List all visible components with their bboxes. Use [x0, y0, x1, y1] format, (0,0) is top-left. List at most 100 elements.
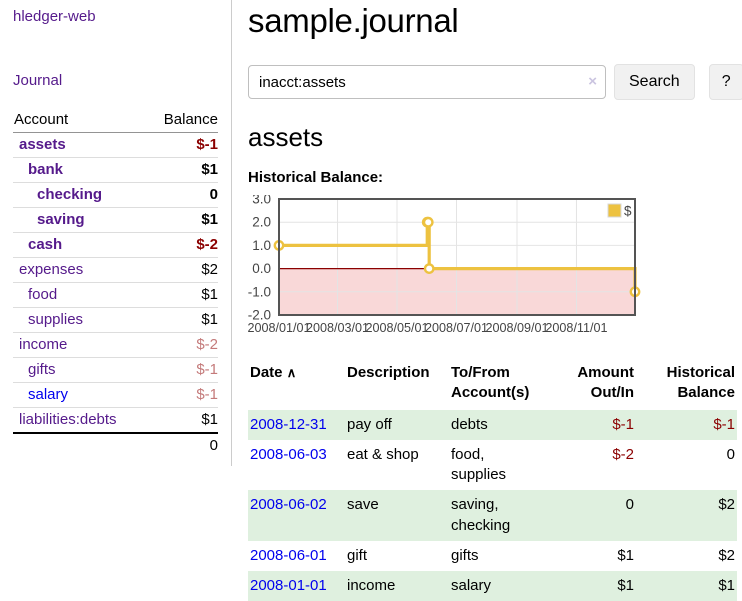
account-name-cell: saving [13, 207, 147, 233]
account-name-cell: income [13, 332, 147, 358]
svg-text:2008/09/01: 2008/09/01 [485, 321, 548, 335]
account-row: cash $-2 [13, 232, 218, 258]
svg-text:2008/05/01: 2008/05/01 [366, 321, 429, 335]
page-title: sample.journal [248, 2, 459, 39]
sidebar-account-saving[interactable]: saving [37, 211, 85, 228]
svg-text:2.0: 2.0 [252, 215, 271, 230]
sidebar-account-liabilities-debts[interactable]: liabilities:debts [19, 411, 117, 428]
sidebar-account-expenses[interactable]: expenses [19, 261, 84, 278]
register-header-amount: Amount Out/In [577, 364, 634, 402]
account-balance: $1 [146, 407, 218, 433]
sidebar-item-journal[interactable]: Journal [13, 72, 63, 89]
register-header-date[interactable]: Date ∧ [250, 364, 297, 381]
register-description-cell: save [345, 490, 449, 541]
account-row: food $1 [13, 282, 218, 308]
account-balance: $1 [146, 157, 218, 183]
app-brand-link[interactable]: hledger-web [13, 8, 96, 25]
account-row: income $-2 [13, 332, 218, 358]
clear-search-icon[interactable]: × [588, 73, 597, 90]
register-row: 2008-06-03 eat & shop food, supplies $-2 0 [248, 440, 737, 491]
transaction-date-link[interactable]: 2008-06-02 [250, 496, 327, 514]
svg-text:$: $ [624, 204, 632, 219]
account-row: saving $1 [13, 207, 218, 233]
account-row: assets $-1 [13, 133, 218, 158]
register-description-cell: pay off [345, 409, 449, 440]
svg-text:2008/07/01: 2008/07/01 [425, 321, 488, 335]
register-balance-cell: $2 [636, 490, 737, 541]
register-table: Date ∧ Description To/From Account(s) Am… [248, 359, 737, 601]
account-balance: $-1 [146, 382, 218, 408]
transaction-date-link[interactable]: 2008-01-01 [250, 577, 327, 594]
register-balance-cell: 0 [726, 445, 735, 463]
sort-ascending-icon: ∧ [286, 365, 297, 380]
register-description-cell: eat & shop [347, 445, 419, 463]
accounts-total-row: 0 [13, 432, 218, 458]
register-date-cell: 2008-06-02 [248, 490, 345, 541]
register-date-cell: 2008-01-01 [248, 571, 345, 601]
register-amount-cell: $1 [617, 546, 634, 564]
account-balance: $-2 [146, 332, 218, 358]
account-name-cell: bank [13, 157, 147, 183]
transaction-date-link[interactable]: 2008-06-03 [250, 445, 327, 463]
sidebar-account-income[interactable]: income [19, 336, 68, 353]
svg-text:2008/03/01: 2008/03/01 [306, 321, 369, 335]
register-accounts-cell: gifts [451, 546, 479, 564]
account-balance: $1 [146, 207, 218, 233]
search-button[interactable]: Search [614, 64, 695, 100]
register-date-cell: 2008-06-01 [248, 541, 345, 571]
account-name-cell: supplies [13, 307, 147, 333]
account-row: supplies $1 [13, 307, 218, 333]
sidebar-account-gifts[interactable]: gifts [28, 361, 56, 378]
transaction-date-link[interactable]: 2008-12-31 [250, 415, 327, 433]
sidebar-account-cash[interactable]: cash [28, 236, 63, 253]
sidebar: hledger-web Journal Account Balance asse… [0, 0, 232, 466]
register-row: 2008-06-02 save saving, checking 0 $2 [248, 490, 737, 541]
historical-balance-chart: $3.0 2.0 1.0 0.0 -1.0 -2.0 2008/01/01 2008/03/0… [241, 192, 737, 343]
search-input[interactable] [248, 65, 606, 99]
register-date-cell: 2008-06-03 [248, 440, 345, 491]
register-header-balance: Historical Balance [666, 364, 735, 402]
accounts-total-value: 0 [146, 432, 218, 458]
account-balance: $-2 [146, 232, 218, 258]
register-accounts-cell: salary [449, 571, 548, 601]
register-balance-cell: $1 [636, 571, 737, 601]
account-balance: $-1 [196, 136, 218, 153]
account-heading: assets [248, 122, 324, 152]
register-accounts-cell: saving, checking [449, 490, 548, 541]
register-row: 2008-12-31 pay off debts $-1 $-1 [248, 409, 737, 440]
register-accounts-cell: food, supplies [451, 445, 507, 483]
register-header-description: Description [347, 364, 430, 381]
register-amount-cell: $-1 [548, 409, 636, 440]
account-balance: $1 [146, 307, 218, 333]
svg-text:2008/01/01: 2008/01/01 [247, 321, 310, 335]
account-row: checking 0 [13, 182, 218, 208]
register-amount-cell: $1 [548, 571, 636, 601]
account-row: bank $1 [13, 157, 218, 183]
svg-text:3.0: 3.0 [252, 195, 271, 207]
sidebar-account-supplies[interactable]: supplies [28, 311, 84, 328]
sidebar-account-bank[interactable]: bank [28, 161, 64, 178]
sidebar-account-assets[interactable]: assets [19, 136, 66, 153]
account-name-cell: cash [13, 232, 147, 258]
account-name-cell: checking [13, 182, 147, 208]
register-header-accounts: To/From Account(s) [451, 364, 530, 402]
accounts-header-account: Account [13, 108, 147, 133]
chart-label: Historical Balance: [248, 169, 384, 186]
account-name-cell: expenses [13, 257, 147, 283]
sidebar-account-food[interactable]: food [28, 286, 58, 303]
account-row: liabilities:debts $1 [13, 407, 218, 433]
account-name-cell: assets [13, 133, 147, 158]
register-balance-cell: $-1 [636, 409, 737, 440]
svg-text:-2.0: -2.0 [248, 308, 271, 323]
account-name-cell: food [13, 282, 147, 308]
register-description-cell: income [345, 571, 449, 601]
help-button[interactable]: ? [708, 64, 742, 100]
transaction-date-link[interactable]: 2008-06-01 [250, 546, 327, 564]
sidebar-account-salary[interactable]: salary [28, 386, 69, 403]
sidebar-account-checking[interactable]: checking [37, 186, 103, 203]
account-balance: 0 [146, 182, 218, 208]
account-balance: $2 [146, 257, 218, 283]
main-content: sample.journal × Search ? assets Histori… [247, 0, 742, 601]
accounts-header-balance: Balance [146, 108, 218, 133]
register-accounts-cell: debts [449, 409, 548, 440]
